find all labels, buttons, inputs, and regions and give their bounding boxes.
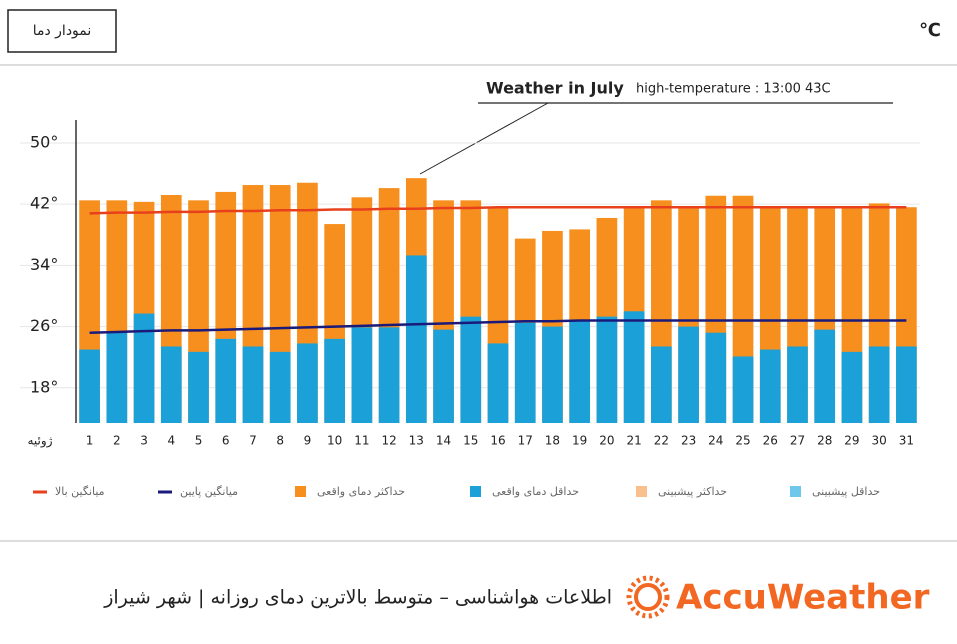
bar [868,346,890,423]
bar [160,346,182,423]
annotation-text: high-temperature : 13:00 43C [636,82,831,97]
x-tick-label: 15 [463,434,478,448]
legend-swatch [790,486,801,497]
x-tick-label: 6 [222,434,230,448]
x-tick-label: 25 [735,434,750,448]
x-tick-label: 9 [304,434,312,448]
annotation-pointer [419,102,549,175]
y-tick-label: 50° [30,132,58,151]
bar [269,351,291,423]
x-tick-label: 18 [545,434,560,448]
bar [106,331,128,423]
y-tick-label: 18° [30,377,58,396]
legend-label: حداقل دمای واقعی [492,485,579,498]
bar [542,326,563,423]
x-axis-label: ژوئیه [28,434,53,449]
x-tick-label: 5 [195,434,203,448]
x-tick-label: 10 [327,434,342,448]
x-tick-label: 23 [681,434,696,448]
legend-label: میانگین بالا [55,485,105,498]
legend-label: حداقل پیشبینی [812,485,880,498]
x-tick-label: 3 [140,434,148,448]
bar [623,311,645,423]
legend-label: میانگین پایین [180,485,238,498]
y-tick-label: 26° [30,316,58,335]
bar [324,338,345,423]
x-tick-label: 11 [354,434,369,448]
bar [242,346,264,423]
bar [188,351,209,423]
x-tick-label: 21 [626,434,641,448]
bar [678,326,699,423]
x-tick-label: 30 [872,434,887,448]
x-tick-label: 22 [654,434,669,448]
bar [596,316,618,423]
title-box [7,9,117,53]
x-tick-label: 31 [899,434,914,448]
bar [759,349,781,423]
legend-swatch [636,486,647,497]
x-tick-label: 24 [708,434,723,448]
bar [433,329,454,423]
x-tick-label: 20 [599,434,614,448]
x-tick-label: 27 [790,434,805,448]
bar [841,351,863,423]
bar [814,329,836,423]
legend-swatch [295,486,306,497]
x-tick-label: 14 [436,434,451,448]
x-tick-label: 17 [518,434,533,448]
bar [79,349,100,423]
bar [460,316,482,423]
legend-label: حداکثر پیشبینی [658,485,727,498]
brand: AccuWeather [676,578,930,618]
unit: ℃ [919,20,941,41]
bar [569,320,591,423]
x-tick-label: 28 [817,434,832,448]
y-tick-label: 34° [30,255,58,274]
bar [705,332,727,423]
bar [514,322,536,423]
footer-text: اطلاعات هواشناسی – متوسط بالاترین دمای ر… [103,587,612,609]
logo-sun [634,583,662,611]
bar [405,255,427,423]
bar [215,338,237,423]
y-tick-label: 42° [30,194,58,213]
legend-label: حداکثر دمای واقعی [317,485,405,498]
x-tick-label: 7 [249,434,257,448]
x-tick-label: 4 [167,434,175,448]
bar [732,356,754,423]
x-tick-label: 2 [113,434,121,448]
box-title: نمودار دما [33,23,92,39]
x-tick-label: 8 [276,434,284,448]
bar [487,343,509,423]
bar [896,346,917,423]
legend-swatch [470,486,481,497]
line [89,319,907,334]
brand-logo [626,575,670,619]
x-tick-label: 16 [490,434,505,448]
x-tick-label: 26 [763,434,778,448]
x-tick-label: 13 [409,434,424,448]
line [89,205,907,215]
bar [351,327,373,423]
bar [378,327,400,423]
bar [787,346,808,423]
annotation-title: Weather in July [486,79,624,98]
bar [651,346,672,423]
bar [297,343,318,423]
x-tick-label: 1 [86,434,94,448]
logo-rays [626,575,670,619]
x-tick-label: 19 [572,434,587,448]
x-tick-label: 29 [844,434,859,448]
bar [133,313,155,423]
x-tick-label: 12 [381,434,396,448]
